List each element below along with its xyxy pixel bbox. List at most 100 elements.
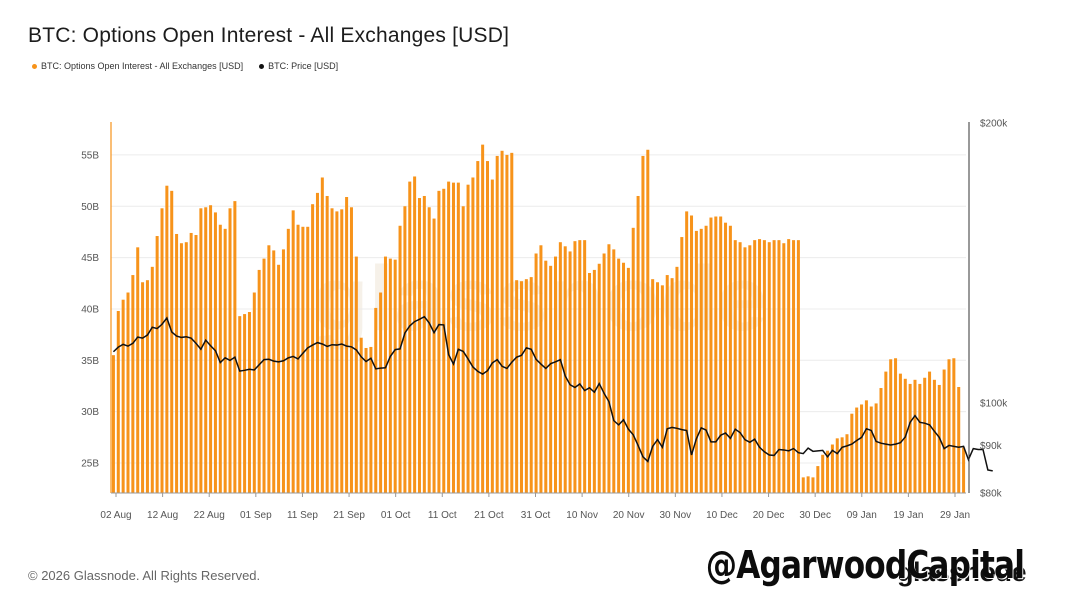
oi-bar[interactable] — [481, 144, 485, 493]
oi-bar[interactable] — [767, 242, 771, 493]
oi-bar[interactable] — [189, 232, 193, 493]
oi-bar[interactable] — [519, 281, 523, 493]
oi-bar[interactable] — [957, 387, 961, 493]
oi-bar[interactable] — [121, 299, 125, 493]
oi-bar[interactable] — [748, 245, 752, 493]
oi-bar[interactable] — [694, 230, 698, 493]
legend-item-price[interactable]: BTC: Price [USD] — [259, 61, 338, 71]
oi-bar[interactable] — [247, 312, 251, 493]
oi-bar[interactable] — [359, 337, 363, 493]
oi-bar[interactable] — [510, 152, 514, 493]
oi-bar[interactable] — [549, 265, 553, 493]
oi-bar[interactable] — [811, 477, 815, 493]
oi-bar[interactable] — [806, 476, 810, 493]
oi-bar[interactable] — [777, 240, 781, 493]
oi-bar[interactable] — [243, 314, 247, 493]
oi-bar[interactable] — [607, 244, 611, 493]
oi-bar[interactable] — [325, 195, 329, 494]
oi-bar[interactable] — [850, 413, 854, 493]
oi-bar[interactable] — [116, 311, 120, 493]
oi-bar[interactable] — [724, 222, 728, 493]
oi-bar[interactable] — [301, 226, 305, 494]
oi-bar[interactable] — [277, 264, 281, 493]
oi-bar[interactable] — [398, 225, 402, 493]
oi-bar[interactable] — [563, 246, 567, 493]
oi-bar[interactable] — [524, 279, 528, 493]
oi-bar[interactable] — [588, 273, 592, 493]
oi-bar[interactable] — [330, 208, 334, 494]
oi-bar[interactable] — [456, 182, 460, 493]
legend-item-open-interest[interactable]: BTC: Options Open Interest - All Exchang… — [32, 61, 243, 71]
oi-bar[interactable] — [641, 155, 645, 493]
oi-bar[interactable] — [874, 403, 878, 493]
oi-bar[interactable] — [451, 182, 455, 493]
oi-bar[interactable] — [544, 260, 548, 493]
oi-bar[interactable] — [165, 185, 169, 493]
oi-bar[interactable] — [461, 206, 465, 493]
oi-bar[interactable] — [830, 444, 834, 493]
oi-bar[interactable] — [495, 155, 499, 493]
oi-bar[interactable] — [709, 217, 713, 494]
oi-bar[interactable] — [835, 438, 839, 493]
oi-bar[interactable] — [962, 447, 966, 493]
oi-bar[interactable] — [403, 206, 407, 493]
oi-bar[interactable] — [583, 240, 587, 493]
oi-bar[interactable] — [437, 190, 441, 493]
oi-bar[interactable] — [699, 228, 703, 493]
oi-bar[interactable] — [238, 316, 242, 493]
oi-bar[interactable] — [131, 275, 135, 493]
oi-bar[interactable] — [913, 379, 917, 493]
oi-bar[interactable] — [864, 400, 868, 493]
oi-bar[interactable] — [233, 201, 237, 493]
oi-bar[interactable] — [889, 359, 893, 493]
oi-bar[interactable] — [782, 243, 786, 493]
oi-bar[interactable] — [801, 477, 805, 493]
oi-bar[interactable] — [417, 198, 421, 493]
oi-bar[interactable] — [311, 204, 315, 493]
oi-bar[interactable] — [500, 150, 504, 494]
oi-bar[interactable] — [660, 285, 664, 493]
oi-bar[interactable] — [821, 454, 825, 493]
oi-bar[interactable] — [262, 258, 266, 493]
oi-bar[interactable] — [413, 176, 417, 493]
oi-bar[interactable] — [568, 251, 572, 493]
oi-bar[interactable] — [179, 243, 183, 493]
oi-bar[interactable] — [898, 373, 902, 493]
oi-bar[interactable] — [826, 450, 830, 493]
oi-bar[interactable] — [840, 437, 844, 493]
oi-bar[interactable] — [631, 227, 635, 493]
oi-bar[interactable] — [184, 242, 188, 493]
oi-bar[interactable] — [675, 266, 679, 493]
oi-bar[interactable] — [427, 207, 431, 493]
oi-bar[interactable] — [908, 383, 912, 493]
oi-bar[interactable] — [942, 369, 946, 493]
oi-bar[interactable] — [714, 216, 718, 493]
oi-bar[interactable] — [855, 407, 859, 493]
oi-bar[interactable] — [155, 236, 159, 493]
oi-bar[interactable] — [218, 224, 222, 494]
oi-bar[interactable] — [665, 275, 669, 493]
oi-bar[interactable] — [626, 267, 630, 493]
oi-bar[interactable] — [286, 228, 290, 493]
oi-bar[interactable] — [952, 358, 956, 493]
oi-bar[interactable] — [466, 184, 470, 493]
oi-bar[interactable] — [141, 282, 145, 493]
oi-bar[interactable] — [194, 235, 198, 493]
oi-bar[interactable] — [719, 216, 723, 493]
oi-bar[interactable] — [685, 211, 689, 494]
oi-bar[interactable] — [932, 379, 936, 493]
oi-bar[interactable] — [796, 240, 800, 493]
oi-bar[interactable] — [393, 259, 397, 493]
oi-bar[interactable] — [136, 247, 140, 493]
oi-bar[interactable] — [515, 280, 519, 493]
oi-bar[interactable] — [349, 207, 353, 493]
oi-bar[interactable] — [592, 269, 596, 493]
oi-bar[interactable] — [354, 256, 358, 493]
oi-bar[interactable] — [884, 371, 888, 493]
oi-bar[interactable] — [738, 242, 742, 493]
oi-bar[interactable] — [490, 179, 494, 494]
oi-bar[interactable] — [505, 154, 509, 493]
oi-bar[interactable] — [670, 278, 674, 493]
oi-bar[interactable] — [335, 211, 339, 494]
